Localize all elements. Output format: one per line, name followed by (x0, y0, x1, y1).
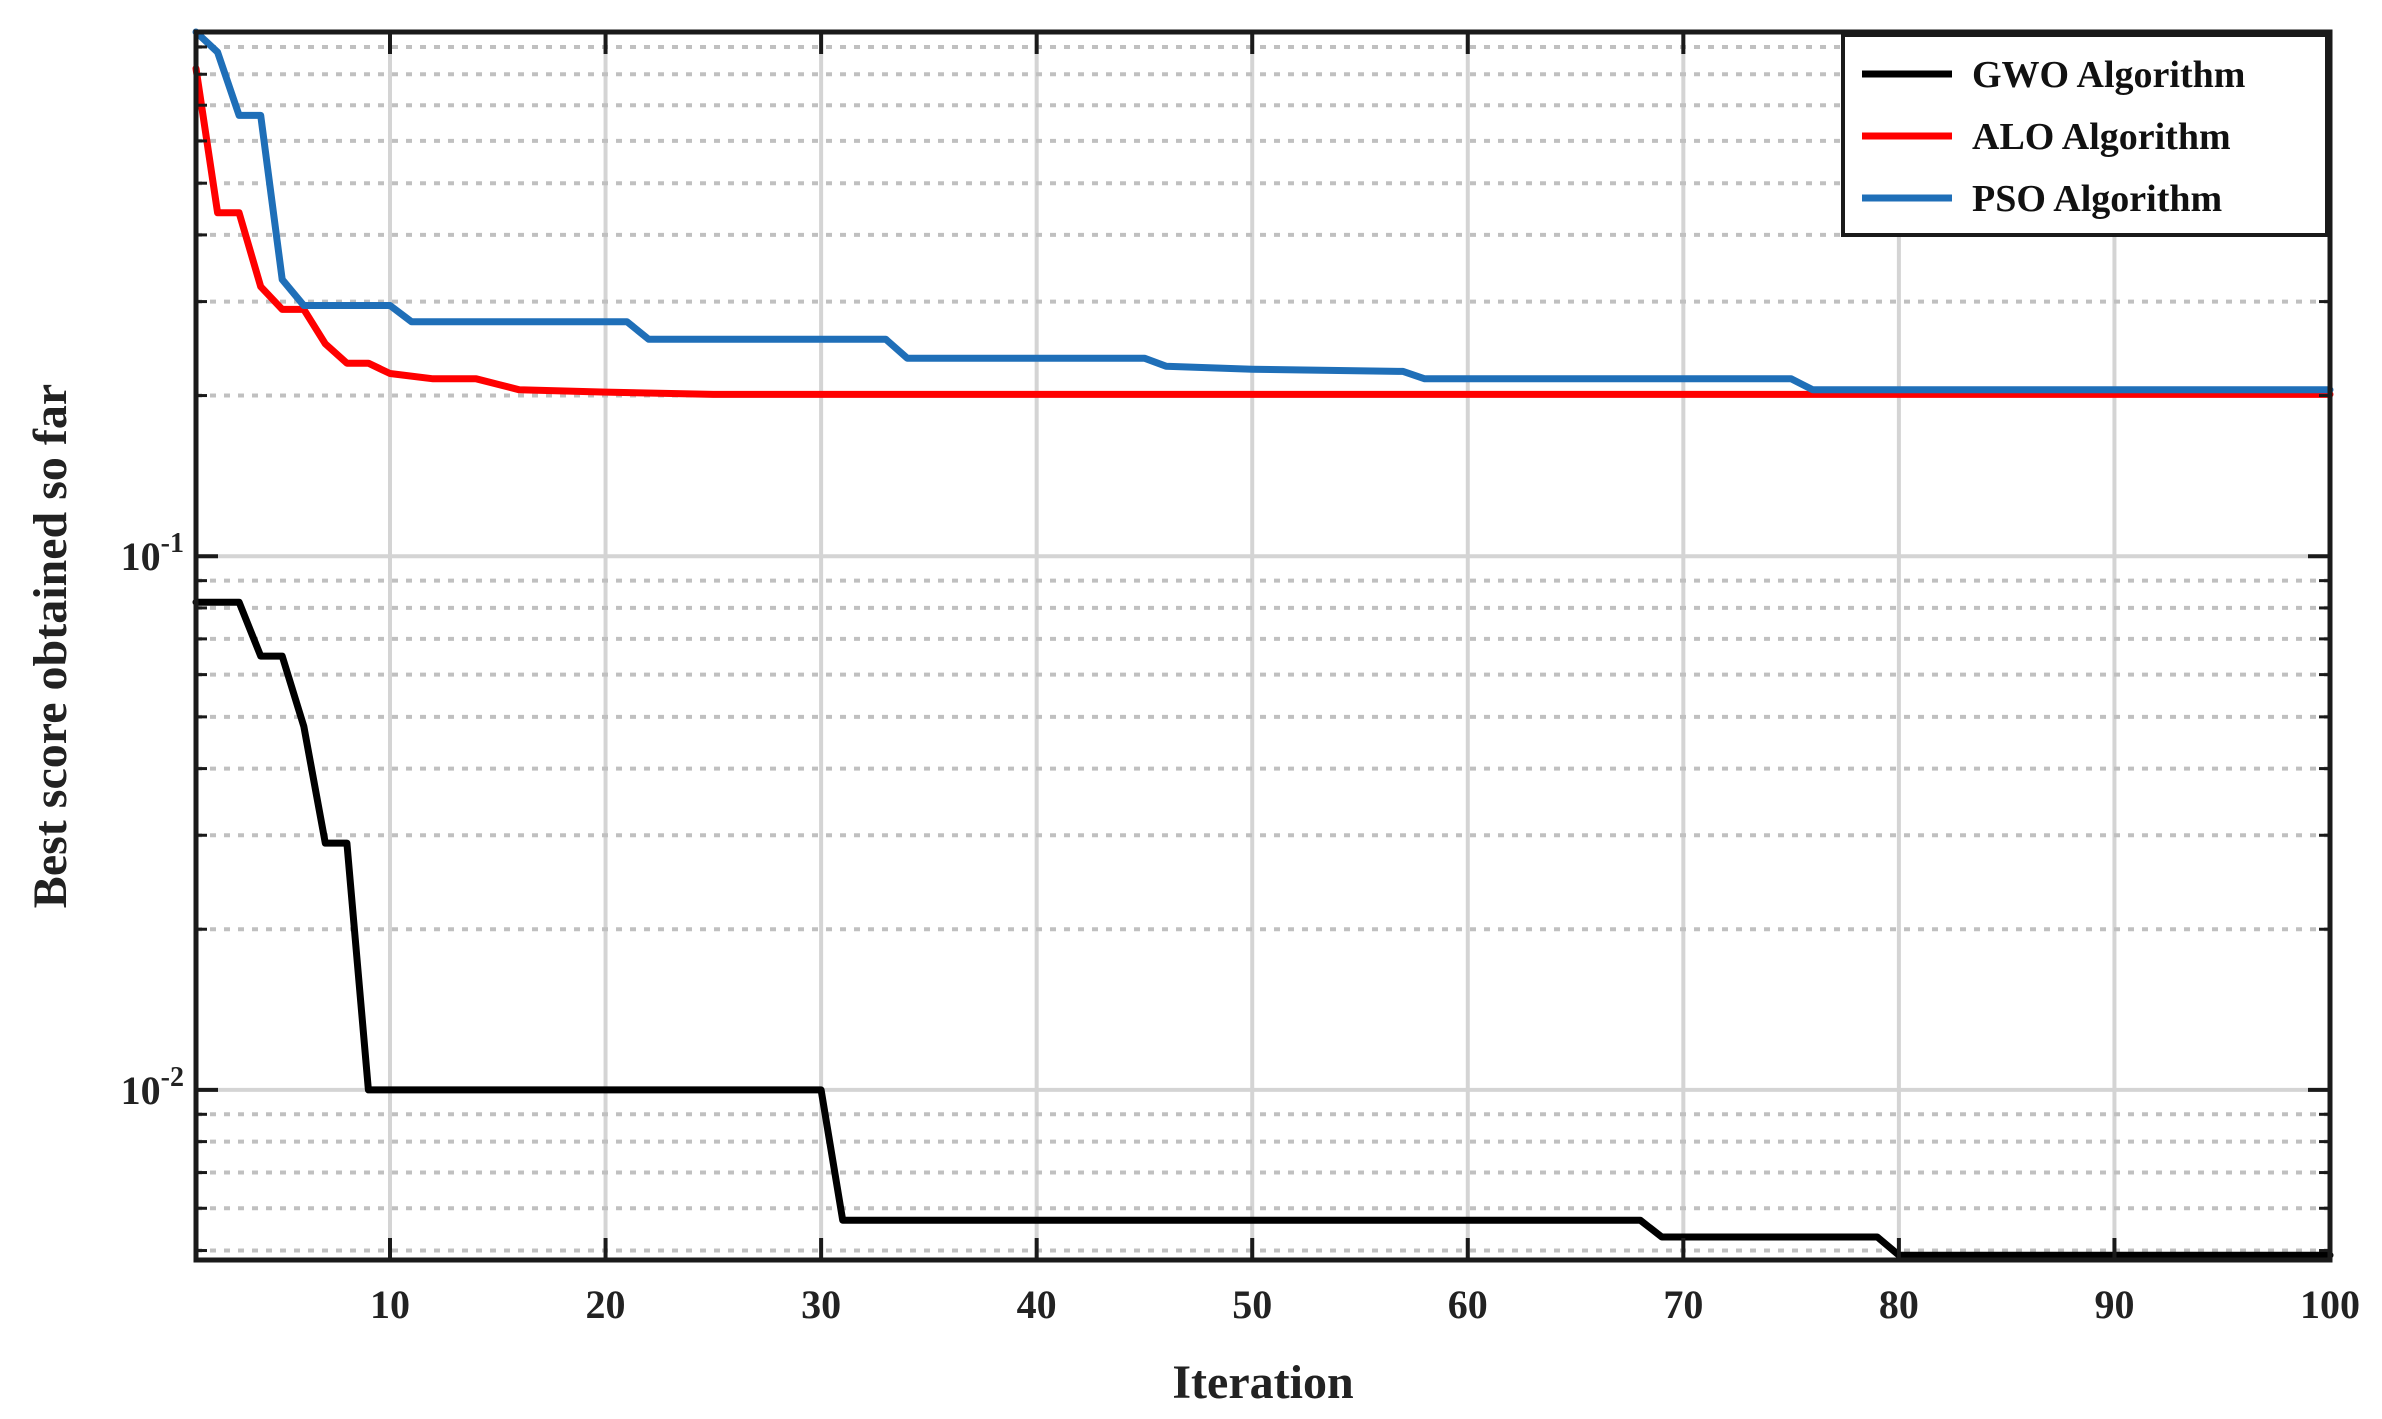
series-line-gwo (192, 598, 2334, 1259)
x-tick-label: 20 (586, 1282, 626, 1327)
y-tick-label-base: 10 (121, 534, 161, 579)
legend-entries: GWO Algorithm ALO Algorithm PSO Algorithm (1862, 54, 2245, 220)
x-tick-label: 90 (2094, 1282, 2134, 1327)
y-axis-title: Best score obtained so far (24, 384, 77, 908)
x-tick-label: 10 (370, 1282, 410, 1327)
y-tick-label: 10-1 (121, 528, 184, 579)
legend-label-gwo: GWO Algorithm (1972, 54, 2245, 96)
x-tick-label: 40 (1017, 1282, 1057, 1327)
x-axis-title: Iteration (1172, 1356, 1353, 1409)
legend-label-pso: PSO Algorithm (1972, 178, 2222, 220)
x-tick-label: 30 (801, 1282, 841, 1327)
legend-label-alo: ALO Algorithm (1972, 116, 2231, 158)
y-tick-label: 10-2 (121, 1062, 184, 1113)
y-tick-label-exponent: -1 (161, 528, 184, 559)
series-line-pso (192, 28, 2334, 394)
x-tick-label: 100 (2300, 1282, 2360, 1327)
y-tick-label-exponent: -2 (161, 1062, 184, 1093)
x-tick-label: 50 (1232, 1282, 1272, 1327)
x-tick-label: 80 (1879, 1282, 1919, 1327)
x-tick-label: 70 (1663, 1282, 1703, 1327)
plot-frame (193, 29, 2333, 1263)
y-tick-label-base: 10 (121, 1068, 161, 1113)
x-tick-label: 60 (1448, 1282, 1488, 1327)
series-lines (192, 28, 2334, 1259)
series-line-alo (192, 65, 2334, 398)
legend: GWO Algorithm ALO Algorithm PSO Algorithm (1841, 33, 2329, 237)
